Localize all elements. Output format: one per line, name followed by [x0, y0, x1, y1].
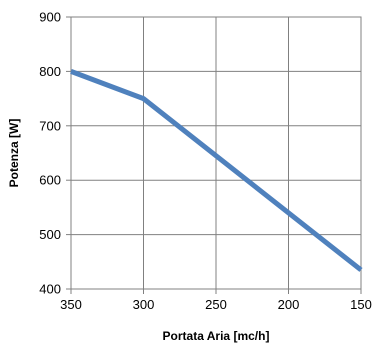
y-tick-label: 500 [39, 227, 61, 242]
y-axis-ticks: 400 500 600 700 800 900 [39, 10, 71, 297]
y-tick-label: 900 [39, 10, 61, 25]
y-tick-label: 400 [39, 282, 61, 297]
x-tick-label: 350 [60, 297, 82, 312]
x-axis-ticks: 350 300 250 200 150 [60, 289, 372, 312]
x-tick-label: 250 [205, 297, 227, 312]
series-line [70, 69, 363, 272]
series-layer [70, 69, 363, 272]
y-tick-label: 800 [39, 64, 61, 79]
y-tick-label: 700 [39, 118, 61, 133]
x-tick-label: 300 [133, 297, 155, 312]
x-tick-label: 200 [278, 297, 300, 312]
x-tick-label: 150 [350, 297, 372, 312]
y-tick-label: 600 [39, 173, 61, 188]
x-axis-title: Portata Aria [mc/h] [163, 329, 270, 343]
y-axis-title: Potenza [W] [7, 119, 21, 188]
